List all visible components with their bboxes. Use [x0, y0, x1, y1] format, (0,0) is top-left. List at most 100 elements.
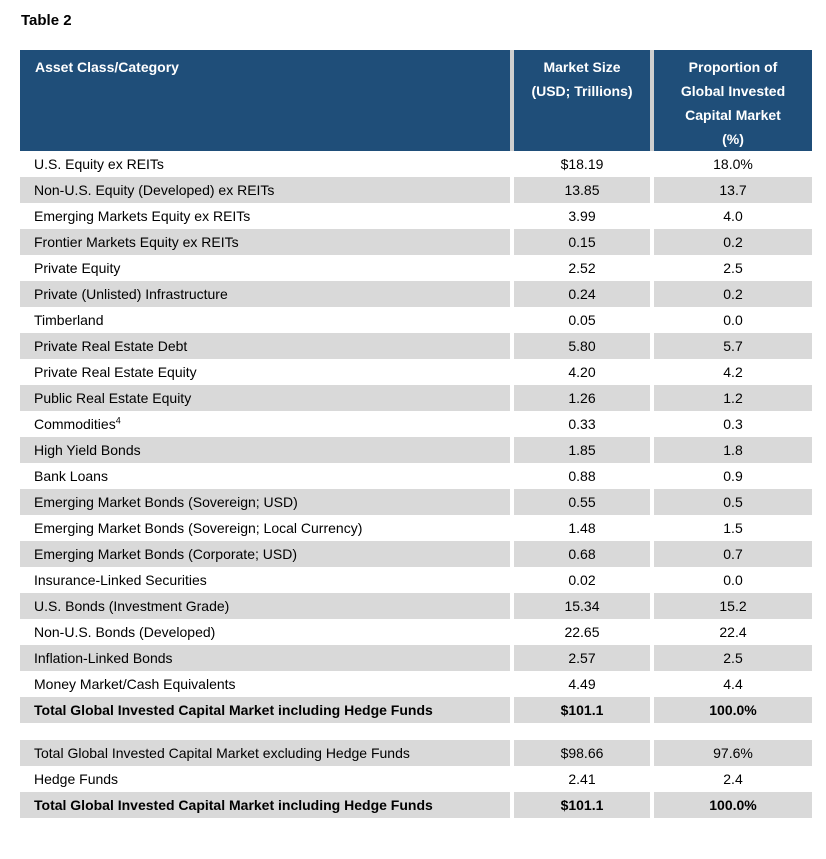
market-size-cell: 15.34 — [514, 593, 650, 619]
summary-total-row-including-hedge-funds: Total Global Invested Capital Market inc… — [20, 792, 812, 818]
proportion-cell: 0.0 — [654, 567, 812, 593]
table-row: Private Real Estate Equity 4.20 4.2 — [20, 359, 812, 385]
section-gap — [20, 723, 812, 740]
proportion-cell: 0.9 — [654, 463, 812, 489]
proportion-cell: 13.7 — [654, 177, 812, 203]
asset-class-cell: Total Global Invested Capital Market inc… — [20, 697, 510, 723]
table-row: Emerging Market Bonds (Corporate; USD) 0… — [20, 541, 812, 567]
asset-class-cell: Frontier Markets Equity ex REITs — [20, 229, 510, 255]
market-size-cell: 0.55 — [514, 489, 650, 515]
proportion-cell: 100.0% — [654, 792, 812, 818]
header-line: (%) — [722, 131, 744, 147]
total-row-including-hedge-funds: Total Global Invested Capital Market inc… — [20, 697, 812, 723]
table-row: Emerging Market Bonds (Sovereign; Local … — [20, 515, 812, 541]
proportion-cell: 4.2 — [654, 359, 812, 385]
market-size-cell: 13.85 — [514, 177, 650, 203]
asset-class-cell: High Yield Bonds — [20, 437, 510, 463]
market-size-cell: 1.85 — [514, 437, 650, 463]
market-size-cell: 1.26 — [514, 385, 650, 411]
table-row: Private (Unlisted) Infrastructure 0.24 0… — [20, 281, 812, 307]
table-row: Public Real Estate Equity 1.26 1.2 — [20, 385, 812, 411]
asset-class-cell: Private Real Estate Equity — [20, 359, 510, 385]
market-size-cell: $18.19 — [514, 151, 650, 177]
header-line: (USD; Trillions) — [531, 83, 633, 99]
market-size-cell: 2.52 — [514, 255, 650, 281]
market-size-cell: 1.48 — [514, 515, 650, 541]
table-header-row: Asset Class/Category Market Size (USD; T… — [20, 50, 812, 151]
table-row: Frontier Markets Equity ex REITs 0.15 0.… — [20, 229, 812, 255]
proportion-cell: 22.4 — [654, 619, 812, 645]
table-row: U.S. Bonds (Investment Grade) 15.34 15.2 — [20, 593, 812, 619]
asset-class-cell: Commodities4 — [20, 411, 510, 437]
table-row: High Yield Bonds 1.85 1.8 — [20, 437, 812, 463]
asset-class-cell: Bank Loans — [20, 463, 510, 489]
asset-class-cell: Insurance-Linked Securities — [20, 567, 510, 593]
proportion-cell: 1.5 — [654, 515, 812, 541]
asset-class-label: Commodities — [34, 416, 116, 432]
asset-class-cell: Emerging Market Bonds (Sovereign; Local … — [20, 515, 510, 541]
proportion-cell: 1.2 — [654, 385, 812, 411]
header-line: Capital Market — [685, 107, 781, 123]
proportion-cell: 15.2 — [654, 593, 812, 619]
proportion-cell: 100.0% — [654, 697, 812, 723]
market-size-cell: $98.66 — [514, 740, 650, 766]
column-header-proportion: Proportion of Global Invested Capital Ma… — [654, 50, 812, 151]
table-row: Bank Loans 0.88 0.9 — [20, 463, 812, 489]
proportion-cell: 0.3 — [654, 411, 812, 437]
header-line: Market Size — [543, 59, 621, 75]
capital-market-table: Asset Class/Category Market Size (USD; T… — [20, 50, 812, 818]
asset-class-cell: U.S. Bonds (Investment Grade) — [20, 593, 510, 619]
asset-class-cell: Non-U.S. Bonds (Developed) — [20, 619, 510, 645]
column-header-market-size: Market Size (USD; Trillions) — [514, 50, 650, 151]
header-line: Global Invested — [680, 83, 786, 99]
market-size-cell: 0.68 — [514, 541, 650, 567]
market-size-cell: 2.41 — [514, 766, 650, 792]
asset-class-cell: Money Market/Cash Equivalents — [20, 671, 510, 697]
table-row: Private Real Estate Debt 5.80 5.7 — [20, 333, 812, 359]
table-row: Emerging Markets Equity ex REITs 3.99 4.… — [20, 203, 812, 229]
asset-class-cell: Emerging Markets Equity ex REITs — [20, 203, 510, 229]
asset-class-cell: Private Real Estate Debt — [20, 333, 510, 359]
proportion-cell: 4.0 — [654, 203, 812, 229]
table-row: Inflation-Linked Bonds 2.57 2.5 — [20, 645, 812, 671]
proportion-cell: 4.4 — [654, 671, 812, 697]
proportion-cell: 2.5 — [654, 645, 812, 671]
proportion-cell: 2.4 — [654, 766, 812, 792]
asset-class-cell: Total Global Invested Capital Market exc… — [20, 740, 510, 766]
header-line: Proportion of — [688, 59, 778, 75]
asset-class-cell: U.S. Equity ex REITs — [20, 151, 510, 177]
proportion-cell: 2.5 — [654, 255, 812, 281]
market-size-cell: 0.02 — [514, 567, 650, 593]
table-row: Non-U.S. Equity (Developed) ex REITs 13.… — [20, 177, 812, 203]
table-row: Commodities4 0.33 0.3 — [20, 411, 812, 437]
table-row: Non-U.S. Bonds (Developed) 22.65 22.4 — [20, 619, 812, 645]
asset-class-cell: Emerging Market Bonds (Sovereign; USD) — [20, 489, 510, 515]
proportion-cell: 1.8 — [654, 437, 812, 463]
proportion-cell: 0.5 — [654, 489, 812, 515]
market-size-cell: $101.1 — [514, 697, 650, 723]
market-size-cell: 0.05 — [514, 307, 650, 333]
footnote-marker: 4 — [115, 415, 121, 426]
market-size-cell: 2.57 — [514, 645, 650, 671]
asset-class-cell: Emerging Market Bonds (Corporate; USD) — [20, 541, 510, 567]
table-row: Timberland 0.05 0.0 — [20, 307, 812, 333]
asset-class-cell: Total Global Invested Capital Market inc… — [20, 792, 510, 818]
market-size-cell: 22.65 — [514, 619, 650, 645]
summary-row-excluding-hedge-funds: Total Global Invested Capital Market exc… — [20, 740, 812, 766]
table-row: Private Equity 2.52 2.5 — [20, 255, 812, 281]
table-row: Emerging Market Bonds (Sovereign; USD) 0… — [20, 489, 812, 515]
asset-class-cell: Private (Unlisted) Infrastructure — [20, 281, 510, 307]
market-size-cell: 4.20 — [514, 359, 650, 385]
asset-class-cell: Public Real Estate Equity — [20, 385, 510, 411]
market-size-cell: 0.33 — [514, 411, 650, 437]
table-row: U.S. Equity ex REITs $18.19 18.0% — [20, 151, 812, 177]
proportion-cell: 0.0 — [654, 307, 812, 333]
proportion-cell: 5.7 — [654, 333, 812, 359]
asset-class-cell: Non-U.S. Equity (Developed) ex REITs — [20, 177, 510, 203]
proportion-cell: 0.7 — [654, 541, 812, 567]
asset-class-cell: Timberland — [20, 307, 510, 333]
market-size-cell: 5.80 — [514, 333, 650, 359]
market-size-cell: 4.49 — [514, 671, 650, 697]
market-size-cell: 0.24 — [514, 281, 650, 307]
market-size-cell: 0.88 — [514, 463, 650, 489]
